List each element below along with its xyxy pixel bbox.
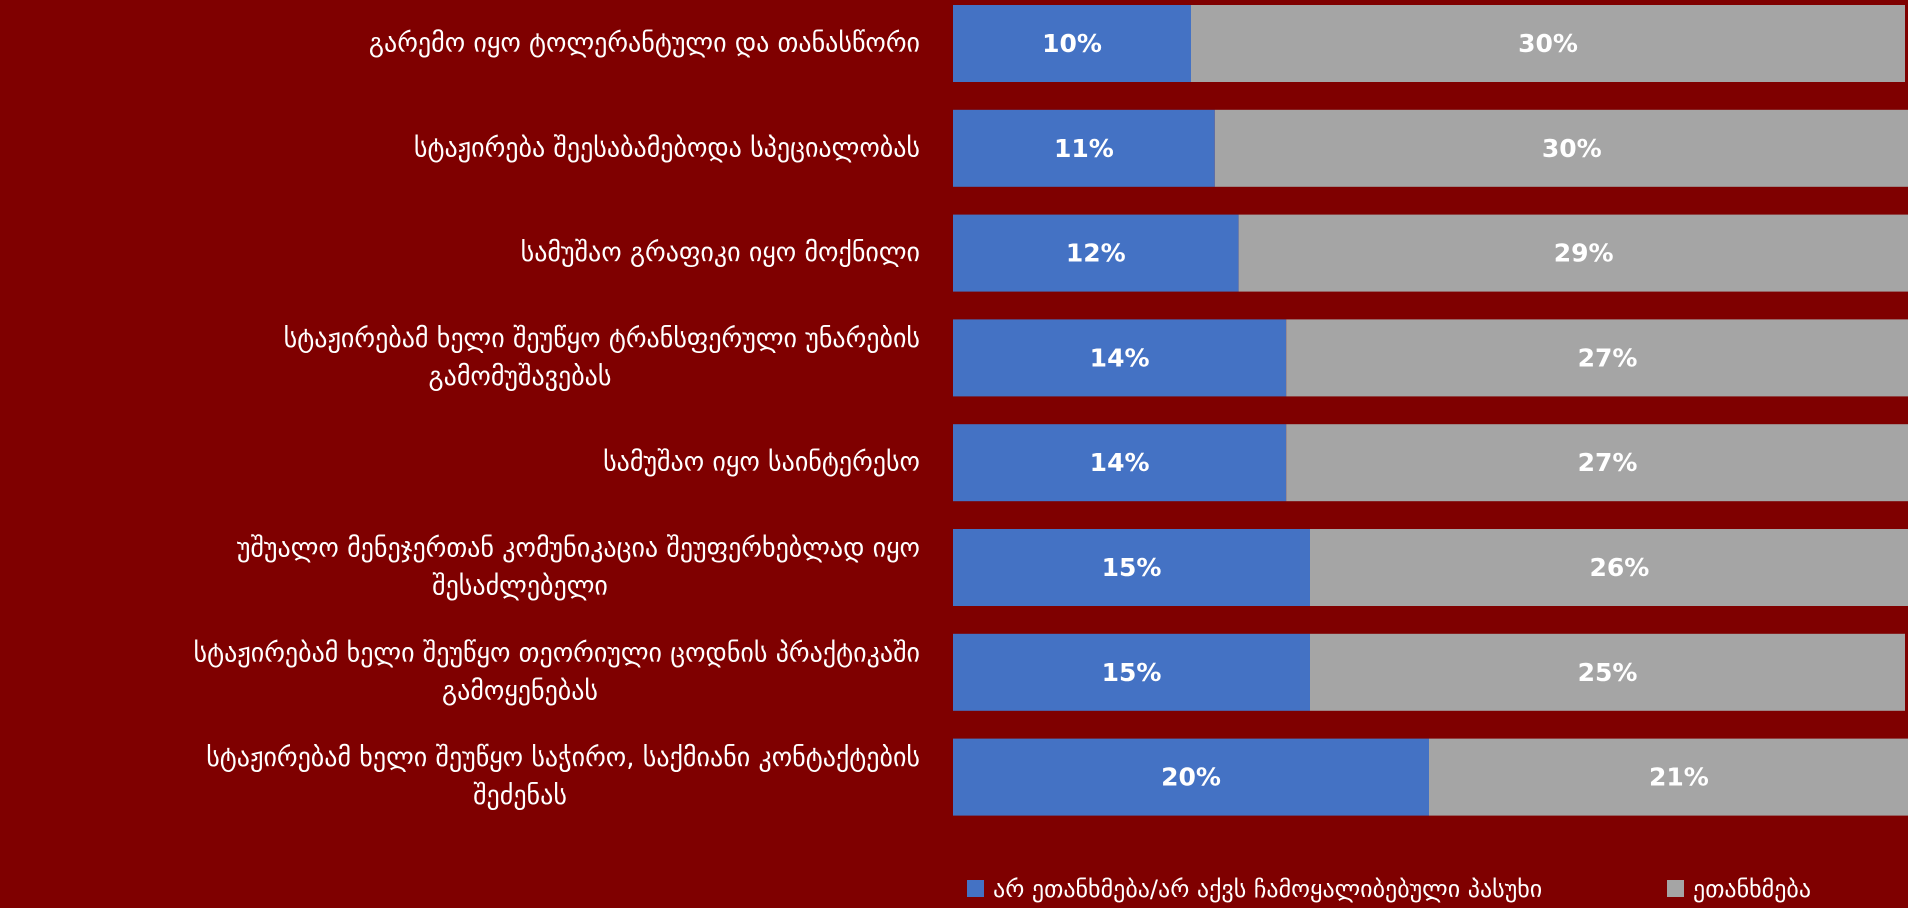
category-label-row7-line0: სტაჟირებამ ხელი შეუწყო საჭირო, საქმიანი … (206, 743, 920, 773)
value-label-series1-row1: 30% (1542, 134, 1602, 163)
bar-segment-series1-row3 (1286, 319, 1908, 397)
category-label-row3-line1: გამომუშავებას (429, 362, 612, 392)
category-label-row0-line0: გარემო იყო ტოლერანტული და თანასწორი (369, 29, 920, 59)
legend: არ ეთანხმება/არ აქვს ჩამოყალიბებული პასუ… (967, 875, 1811, 903)
bars-layer (953, 5, 1908, 816)
bar-segment-series0-row5 (953, 529, 1310, 606)
bar-segment-series1-row4 (1286, 424, 1908, 502)
bar-segment-series0-row7 (953, 738, 1429, 816)
category-label-row1-line0: სტაჟირება შეესაბამებოდა სპეციალობას (414, 133, 920, 163)
value-label-series1-row6: 25% (1578, 658, 1638, 687)
bar-segment-series1-row1 (1214, 109, 1908, 187)
category-label-row4-line0: სამუშაო იყო საინტერესო (603, 448, 920, 478)
bar-segment-series0-row4 (953, 424, 1287, 502)
bar-segment-series1-row2 (1238, 214, 1908, 292)
value-label-series0-row7: 20% (1161, 763, 1221, 792)
value-label-series0-row5: 15% (1102, 553, 1162, 582)
category-label-row7-line1: შეძენას (473, 781, 567, 811)
bar-segment-series0-row1 (953, 109, 1215, 187)
bar-segment-series0-row0 (953, 5, 1191, 82)
value-label-series0-row6: 15% (1102, 658, 1162, 687)
value-label-series0-row3: 14% (1090, 343, 1150, 372)
bar-segment-series0-row3 (953, 319, 1287, 397)
value-label-series1-row0: 30% (1518, 29, 1578, 58)
value-label-series1-row5: 26% (1589, 553, 1649, 582)
category-label-row5-line1: შესაძლებელი (432, 572, 608, 602)
value-label-series0-row1: 11% (1054, 134, 1114, 163)
bar-segment-series1-row0 (1191, 5, 1905, 82)
value-label-series1-row7: 21% (1649, 763, 1709, 792)
bar-segment-series1-row5 (1310, 529, 1908, 606)
bar-segment-series1-row7 (1429, 738, 1908, 816)
value-labels: 10% 30% 11% 30% 12% 29% 14% 27% 14% 27% 15% 26% 15% 2… (1042, 29, 1709, 792)
legend-label-0: არ ეთანხმება/არ აქვს ჩამოყალიბებული პასუ… (993, 875, 1542, 903)
value-label-series0-row4: 14% (1090, 448, 1150, 477)
value-label-series1-row2: 29% (1554, 239, 1614, 268)
value-label-series1-row4: 27% (1578, 448, 1638, 477)
category-label-row6-line0: სტაჟირებამ ხელი შეუწყო თეორიული ცოდნის პ… (194, 638, 921, 668)
category-labels: გარემო იყო ტოლერანტული და თანასწორი სტაჟი… (194, 29, 921, 812)
bar-segment-series1-row6 (1310, 633, 1905, 711)
value-label-series0-row2: 12% (1066, 239, 1126, 268)
category-label-row5-line0: უშუალო მენეჯერთან კომუნიკაცია შეუფერხებლ… (237, 534, 920, 564)
category-label-row6-line1: გამოყენებას (442, 676, 598, 706)
legend-label-1: ეთანხმება (1693, 875, 1811, 903)
category-label-row3-line0: სტაჟირებამ ხელი შეუწყო ტრანსფერული უნარე… (284, 324, 920, 354)
value-label-series0-row0: 10% (1042, 29, 1102, 58)
bar-segment-series0-row6 (953, 633, 1310, 711)
value-label-series1-row3: 27% (1578, 343, 1638, 372)
legend-swatch-1 (1667, 880, 1684, 897)
category-label-row2-line0: სამუშაო გრაფიკი იყო მოქნილი (521, 238, 920, 268)
legend-swatch-0 (967, 880, 984, 897)
bar-segment-series0-row2 (953, 214, 1239, 292)
